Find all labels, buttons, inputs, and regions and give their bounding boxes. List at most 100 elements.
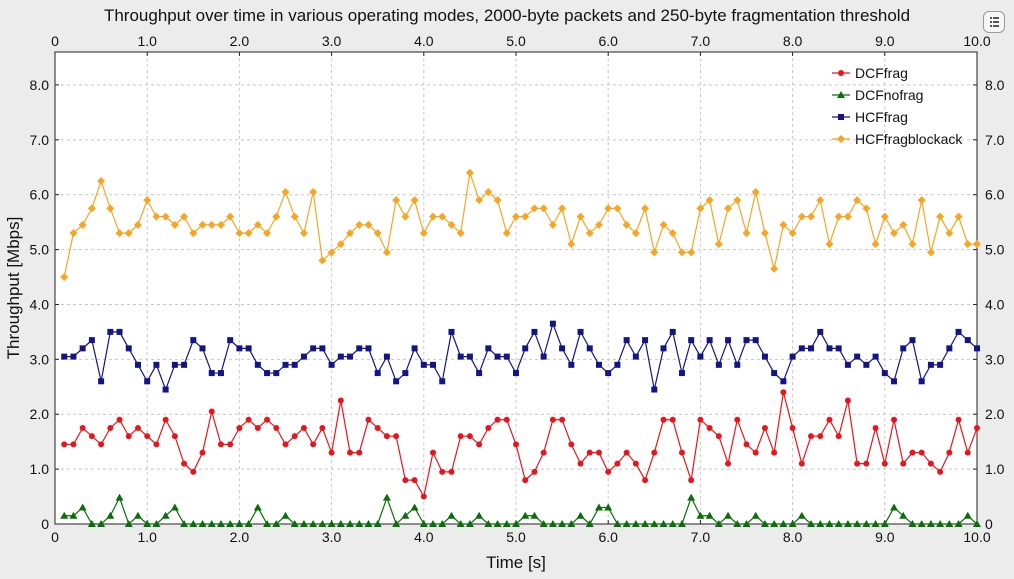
- data-point-dcffrag: [181, 460, 188, 467]
- data-point-hcffragblockack: [143, 196, 152, 205]
- data-point-hcffrag: [79, 345, 86, 352]
- data-point-hcffragblockack: [705, 196, 714, 205]
- x-tick-label-top: 6.0: [598, 33, 618, 49]
- data-point-dcfnofrag: [807, 520, 816, 527]
- data-point-dcfnofrag: [576, 511, 585, 519]
- series-line-hcffrag: [64, 321, 978, 392]
- data-point-hcffrag: [199, 345, 206, 352]
- data-point-dcffrag: [881, 460, 888, 467]
- y-tick-label-right: 3.0: [985, 351, 1005, 367]
- data-point-hcffragblockack: [465, 168, 474, 177]
- data-point-hcffrag: [946, 345, 953, 352]
- data-point-hcffrag: [955, 328, 962, 335]
- data-point-hcffrag: [817, 328, 824, 335]
- data-point-dcfnofrag: [180, 520, 189, 527]
- data-point-dcffrag: [61, 441, 68, 448]
- data-point-hcffrag: [217, 370, 224, 377]
- data-point-hcffrag: [734, 361, 741, 368]
- data-point-hcffragblockack: [908, 240, 917, 249]
- data-point-hcffragblockack: [170, 220, 179, 229]
- data-point-hcffrag: [485, 345, 492, 352]
- data-point-hcffrag: [430, 361, 437, 368]
- data-point-dcfnofrag: [336, 520, 345, 527]
- data-point-hcffragblockack: [853, 196, 862, 205]
- data-point-dcfnofrag: [327, 520, 336, 527]
- data-point-hcffrag: [743, 337, 750, 344]
- data-point-dcffrag: [771, 449, 778, 456]
- data-point-dcfnofrag: [585, 520, 594, 527]
- data-point-dcfnofrag: [604, 503, 613, 511]
- data-point-dcffrag: [725, 460, 732, 467]
- data-point-dcfnofrag: [410, 503, 419, 511]
- data-point-hcffrag: [347, 353, 354, 360]
- data-point-dcfnofrag: [235, 520, 244, 527]
- data-point-hcffrag: [208, 370, 215, 377]
- x-tick-label-top: 8.0: [783, 33, 803, 49]
- y-tick-label-right: 2.0: [985, 406, 1005, 422]
- data-point-hcffragblockack: [843, 212, 852, 221]
- y-tick-label: 5.0: [30, 242, 50, 258]
- data-point-dcffrag: [974, 424, 980, 431]
- data-point-hcffragblockack: [567, 240, 576, 249]
- data-point-dcfnofrag: [530, 511, 539, 519]
- data-point-hcffragblockack: [97, 176, 106, 185]
- data-point-dcffrag: [743, 441, 750, 448]
- x-tick-label: 8.0: [783, 529, 803, 545]
- data-point-hcffrag: [918, 378, 925, 385]
- data-point-dcfnofrag: [668, 520, 677, 527]
- data-point-hcffrag: [107, 328, 114, 335]
- data-point-dcffrag: [854, 460, 861, 467]
- data-point-hcffrag: [254, 361, 261, 368]
- data-point-hcffrag: [134, 361, 141, 368]
- data-point-hcffragblockack: [216, 220, 225, 229]
- data-point-dcffrag: [254, 424, 261, 431]
- data-point-hcffrag: [826, 345, 833, 352]
- data-point-hcffrag: [964, 337, 971, 344]
- data-point-dcffrag: [734, 416, 741, 423]
- data-point-dcffrag: [374, 424, 381, 431]
- list-icon: [990, 17, 999, 27]
- legend-marker-dcfnofrag: [837, 91, 845, 98]
- data-point-hcffragblockack: [512, 212, 520, 221]
- data-point-hcffrag: [291, 361, 298, 368]
- data-point-hcffrag: [411, 345, 418, 352]
- data-point-dcffrag: [586, 449, 593, 456]
- data-point-hcffragblockack: [945, 229, 954, 238]
- data-point-hcffrag: [937, 361, 944, 368]
- data-point-dcfnofrag: [899, 511, 908, 519]
- data-point-dcffrag: [513, 441, 519, 448]
- data-point-dcfnofrag: [880, 520, 889, 527]
- data-point-dcffrag: [107, 424, 114, 431]
- data-point-hcffragblockack: [364, 220, 373, 229]
- data-point-hcffragblockack: [714, 240, 723, 249]
- data-point-dcffrag: [79, 424, 86, 431]
- data-point-hcffrag: [752, 337, 759, 344]
- data-point-hcffrag: [844, 361, 851, 368]
- data-point-dcffrag: [817, 433, 824, 440]
- y-tick-label-right: 5.0: [985, 242, 1005, 258]
- data-point-hcffrag: [264, 370, 271, 377]
- data-point-hcffrag: [854, 353, 861, 360]
- data-point-hcffrag: [660, 345, 667, 352]
- data-point-hcffrag: [669, 328, 676, 335]
- legend-marker-hcffragblockack: [837, 135, 845, 143]
- data-point-dcfnofrag: [456, 520, 465, 527]
- data-point-hcffrag: [503, 353, 510, 360]
- data-point-hcffragblockack: [392, 196, 401, 205]
- legend-menu-button[interactable]: [983, 11, 1005, 33]
- data-point-hcffragblockack: [272, 212, 281, 221]
- data-point-dcfnofrag: [521, 511, 530, 519]
- data-point-dcffrag: [116, 416, 123, 423]
- data-point-dcffrag: [549, 416, 556, 423]
- data-point-hcffrag: [900, 345, 907, 352]
- series-dcfnofrag: [60, 493, 981, 527]
- data-point-hcffragblockack: [244, 229, 253, 238]
- data-point-hcffrag: [974, 345, 980, 352]
- data-point-hcffragblockack: [152, 212, 161, 221]
- series-line-hcffragblockack: [63, 172, 977, 278]
- data-point-dcfnofrag: [189, 520, 198, 527]
- data-point-dcffrag: [789, 424, 796, 431]
- data-point-dcffrag: [199, 449, 206, 456]
- data-point-hcffrag: [577, 328, 584, 335]
- data-point-hcffrag: [125, 345, 132, 352]
